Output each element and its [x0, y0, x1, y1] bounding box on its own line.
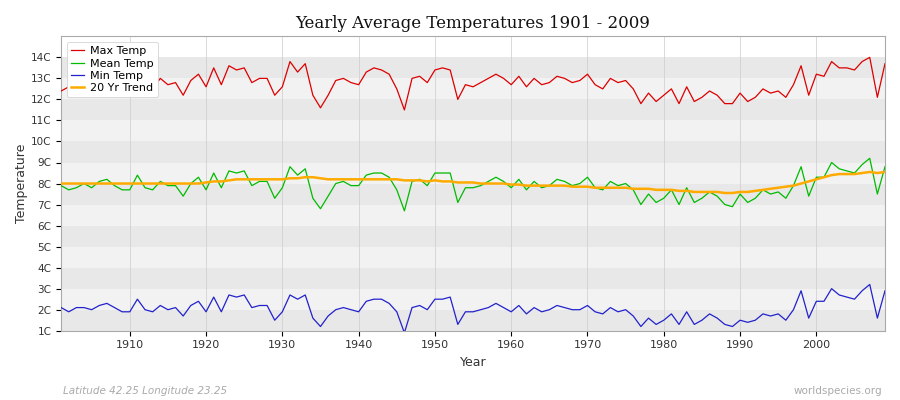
Bar [61, 100, 885, 120]
Min Temp [506, 309, 517, 314]
Line: 20 Yr Trend: 20 Yr Trend [61, 172, 885, 193]
20 Yr Trend [719, 190, 730, 195]
Max Temp [284, 59, 295, 64]
Bar [61, 78, 885, 100]
Min Temp [864, 282, 875, 287]
Bar [61, 204, 885, 226]
Max Temp [879, 61, 890, 66]
Text: Latitude 42.25 Longitude 23.25: Latitude 42.25 Longitude 23.25 [63, 386, 227, 396]
Mean Temp [117, 188, 128, 192]
Max Temp [56, 89, 67, 94]
X-axis label: Year: Year [460, 356, 486, 369]
Bar [61, 247, 885, 268]
20 Yr Trend [284, 176, 295, 181]
Min Temp [399, 330, 410, 335]
Min Temp [117, 309, 128, 314]
Bar [61, 162, 885, 184]
20 Yr Trend [499, 181, 509, 186]
Min Temp [330, 307, 341, 312]
Max Temp [117, 86, 128, 91]
Min Temp [56, 305, 67, 310]
20 Yr Trend [117, 181, 128, 186]
Max Temp [506, 82, 517, 87]
Line: Min Temp: Min Temp [61, 284, 885, 333]
Mean Temp [56, 183, 67, 188]
Min Temp [284, 292, 295, 297]
Max Temp [864, 55, 875, 60]
Bar [61, 57, 885, 78]
20 Yr Trend [879, 170, 890, 174]
Mean Temp [330, 181, 341, 186]
Max Temp [399, 108, 410, 112]
Bar [61, 184, 885, 204]
20 Yr Trend [506, 182, 517, 187]
Bar [61, 310, 885, 331]
Bar [61, 120, 885, 142]
Legend: Max Temp, Mean Temp, Min Temp, 20 Yr Trend: Max Temp, Mean Temp, Min Temp, 20 Yr Tre… [67, 42, 158, 98]
Max Temp [605, 76, 616, 81]
20 Yr Trend [56, 181, 67, 186]
Min Temp [605, 305, 616, 310]
Min Temp [879, 288, 890, 293]
Line: Max Temp: Max Temp [61, 57, 885, 110]
Bar [61, 142, 885, 162]
20 Yr Trend [864, 170, 875, 174]
Bar [61, 268, 885, 289]
Text: worldspecies.org: worldspecies.org [794, 386, 882, 396]
20 Yr Trend [330, 177, 341, 182]
Max Temp [330, 78, 341, 83]
Mean Temp [513, 177, 524, 182]
Y-axis label: Temperature: Temperature [15, 144, 28, 223]
Mean Temp [605, 179, 616, 184]
Mean Temp [506, 185, 517, 190]
Bar [61, 226, 885, 247]
Title: Yearly Average Temperatures 1901 - 2009: Yearly Average Temperatures 1901 - 2009 [295, 15, 651, 32]
Mean Temp [284, 164, 295, 169]
Line: Mean Temp: Mean Temp [61, 158, 885, 211]
Mean Temp [864, 156, 875, 161]
Mean Temp [879, 164, 890, 169]
Max Temp [513, 74, 524, 79]
Min Temp [513, 303, 524, 308]
Bar [61, 289, 885, 310]
Mean Temp [399, 208, 410, 213]
20 Yr Trend [598, 185, 608, 190]
